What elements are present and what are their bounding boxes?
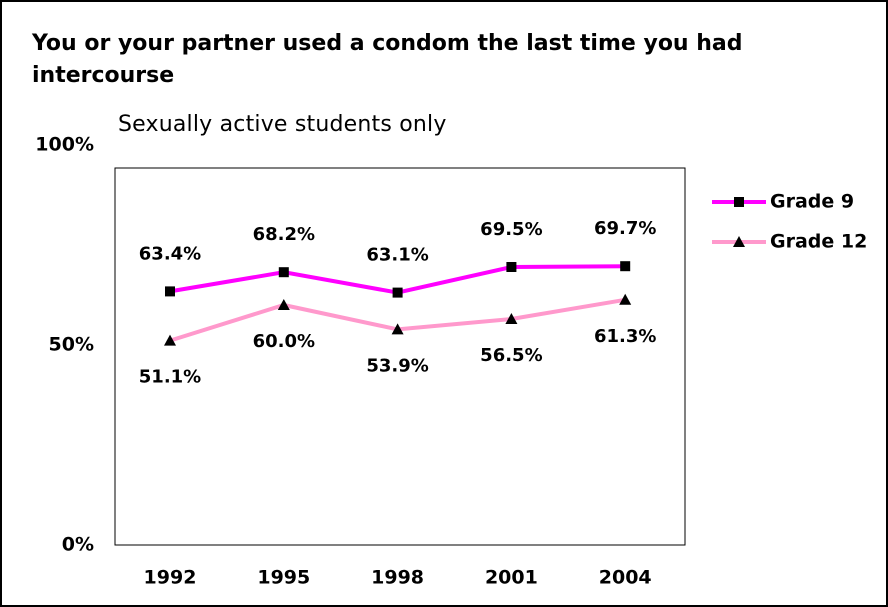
legend-label: Grade 9 [770, 191, 854, 213]
legend-marker [734, 197, 744, 207]
x-tick-label: 2004 [599, 567, 652, 589]
data-label: 56.5% [480, 345, 542, 366]
marker [505, 313, 518, 324]
marker [277, 299, 290, 310]
data-label: 53.9% [366, 355, 428, 376]
data-label: 61.3% [594, 326, 656, 347]
plot-area [114, 167, 686, 546]
marker [278, 267, 289, 278]
data-label: 60.0% [253, 331, 315, 352]
legend-marker [733, 236, 745, 247]
legend-label: Grade 12 [770, 231, 867, 253]
chart-title: You or your partner used a condom the la… [32, 31, 743, 88]
marker [620, 261, 631, 272]
data-label: 63.4% [139, 243, 201, 264]
data-label: 69.5% [480, 219, 542, 240]
data-label: 63.1% [366, 245, 428, 266]
data-label: 68.2% [253, 224, 315, 245]
x-tick-label: 1995 [257, 567, 310, 589]
chart-subtitle: Sexually active students only [118, 112, 447, 137]
x-tick-label: 2001 [485, 567, 538, 589]
x-tick-label: 1992 [144, 567, 197, 589]
marker [165, 286, 175, 297]
y-tick-label: 50% [49, 334, 94, 356]
marker [392, 287, 403, 298]
x-tick-label: 1998 [371, 567, 424, 589]
marker [619, 293, 632, 305]
series-line [169, 297, 626, 343]
data-label: 69.7% [594, 218, 656, 239]
data-label: 51.1% [139, 367, 201, 388]
marker [506, 262, 517, 272]
marker [164, 334, 176, 346]
y-tick-label: 100% [35, 134, 94, 156]
y-tick-label: 0% [62, 534, 94, 556]
marker [391, 323, 404, 335]
